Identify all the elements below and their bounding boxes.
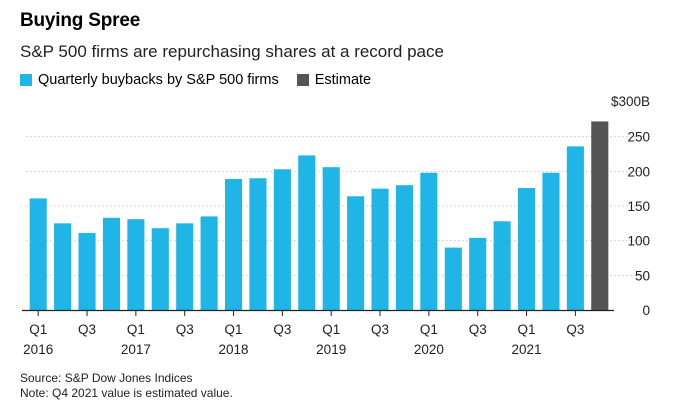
x-tick-label-quarter: Q3 xyxy=(371,322,389,337)
bar xyxy=(420,172,438,310)
bar xyxy=(102,217,121,310)
bar xyxy=(566,146,584,310)
bar xyxy=(249,178,267,310)
bar xyxy=(78,233,96,310)
chart-subtitle: S&P 500 firms are repurchasing shares at… xyxy=(20,42,444,61)
x-tick-label-quarter: Q1 xyxy=(420,322,438,337)
y-tick-label: 0 xyxy=(642,303,650,318)
x-tick-label-year: 2018 xyxy=(219,342,249,357)
legend-item-estimate: Estimate xyxy=(296,72,372,88)
bar xyxy=(371,188,389,310)
x-tick-label-year: 2021 xyxy=(512,342,542,357)
x-tick-label-quarter: Q3 xyxy=(469,322,487,337)
x-tick-label-quarter: Q3 xyxy=(566,322,584,337)
bar-estimate xyxy=(591,121,609,310)
y-unit-label: $300B xyxy=(611,94,650,109)
x-tick-label-quarter: Q1 xyxy=(518,322,536,337)
y-tick-label: 50 xyxy=(635,268,650,283)
bar xyxy=(444,247,462,310)
bar xyxy=(322,167,340,310)
bar xyxy=(127,219,145,310)
bar xyxy=(469,237,487,310)
x-tick-label-year: 2017 xyxy=(121,342,151,357)
bar xyxy=(273,169,291,310)
bar xyxy=(347,196,365,310)
chart-title: Buying Spree xyxy=(20,10,141,31)
bar xyxy=(200,216,218,310)
bar xyxy=(151,228,169,310)
x-tick-label-year: 2019 xyxy=(316,342,346,357)
x-tick-label-quarter: Q1 xyxy=(29,322,47,337)
x-tick-label-quarter: Q3 xyxy=(78,322,96,337)
y-tick-label: 150 xyxy=(627,199,650,214)
bar xyxy=(298,155,316,310)
bar xyxy=(54,223,72,310)
x-tick-label-year: 2020 xyxy=(414,342,444,357)
source-note: Source: S&P Dow Jones Indices xyxy=(20,371,193,385)
bar xyxy=(493,221,511,310)
y-tick-label: 250 xyxy=(627,130,650,145)
footnote: Note: Q4 2021 value is estimated value. xyxy=(20,386,233,400)
legend: Quarterly buybacks by S&P 500 firms Esti… xyxy=(20,72,389,88)
x-tick-label-quarter: Q1 xyxy=(322,322,340,337)
legend-item-actual: Quarterly buybacks by S&P 500 firms xyxy=(20,72,279,88)
legend-label-actual: Quarterly buybacks by S&P 500 firms xyxy=(38,72,279,88)
y-tick-label: 100 xyxy=(627,234,650,249)
bar xyxy=(176,223,194,310)
x-tick-label-quarter: Q3 xyxy=(176,322,194,337)
y-tick-label: 200 xyxy=(627,164,650,179)
legend-label-estimate: Estimate xyxy=(314,72,372,88)
bar xyxy=(517,187,536,310)
legend-swatch-estimate xyxy=(296,74,309,86)
x-tick-label-quarter: Q1 xyxy=(127,322,145,337)
x-tick-label-quarter: Q1 xyxy=(225,322,243,337)
legend-swatch-actual xyxy=(20,74,32,86)
bar xyxy=(224,178,243,310)
bar xyxy=(542,172,560,310)
x-tick-label-year: 2016 xyxy=(23,342,53,357)
bar xyxy=(29,198,47,310)
x-tick-label-quarter: Q3 xyxy=(273,322,291,337)
bar xyxy=(395,185,414,310)
